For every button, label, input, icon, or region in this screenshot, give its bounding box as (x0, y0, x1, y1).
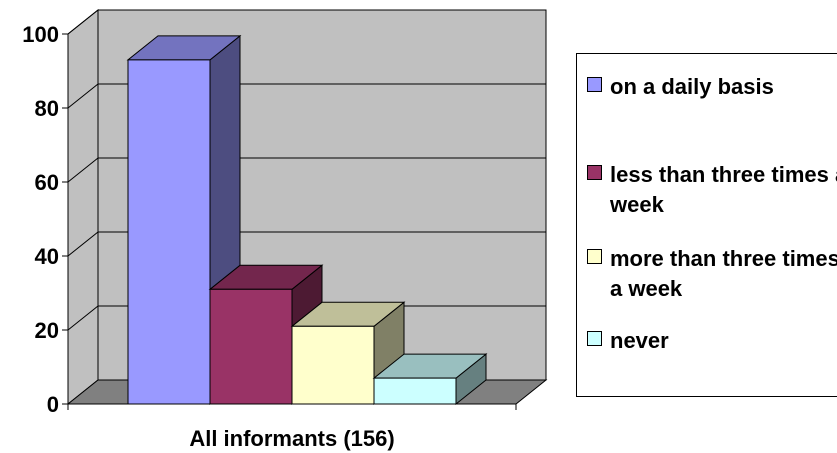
legend-label: never (610, 328, 669, 353)
legend-item-never: never (587, 326, 837, 356)
bar (373, 377, 457, 405)
legend-label: on a daily basis (610, 74, 774, 99)
gridline (67, 231, 546, 257)
gridline (67, 157, 546, 183)
y-tick-label: 40 (35, 244, 59, 269)
legend-item-daily: on a daily basis (587, 72, 837, 102)
legend-item-less-than-three: less than three times a week (587, 160, 837, 220)
category-label: All informants (156) (189, 426, 394, 451)
y-tick-label: 100 (22, 22, 59, 47)
legend-label: less than three times a week (610, 162, 837, 217)
bar (127, 59, 211, 405)
gridline (67, 83, 546, 109)
bar (209, 288, 293, 405)
side-wall (67, 8, 99, 406)
bar (291, 325, 375, 405)
legend-swatch (587, 165, 602, 180)
y-tick-label: 60 (35, 170, 59, 195)
legend-item-more-than-three: more than three times a week (587, 244, 837, 304)
legend-swatch (587, 331, 602, 346)
y-tick-label: 80 (35, 96, 59, 121)
legend-label: more than three times a week (610, 246, 837, 301)
gridline (67, 9, 546, 35)
legend: on a daily basis less than three times a… (576, 53, 837, 397)
y-tick-label: 0 (47, 392, 59, 417)
plot-area: 0 20 40 60 80 100 (22, 8, 548, 417)
legend-swatch (587, 249, 602, 264)
y-tick-label: 20 (35, 318, 59, 343)
legend-swatch (587, 77, 602, 92)
